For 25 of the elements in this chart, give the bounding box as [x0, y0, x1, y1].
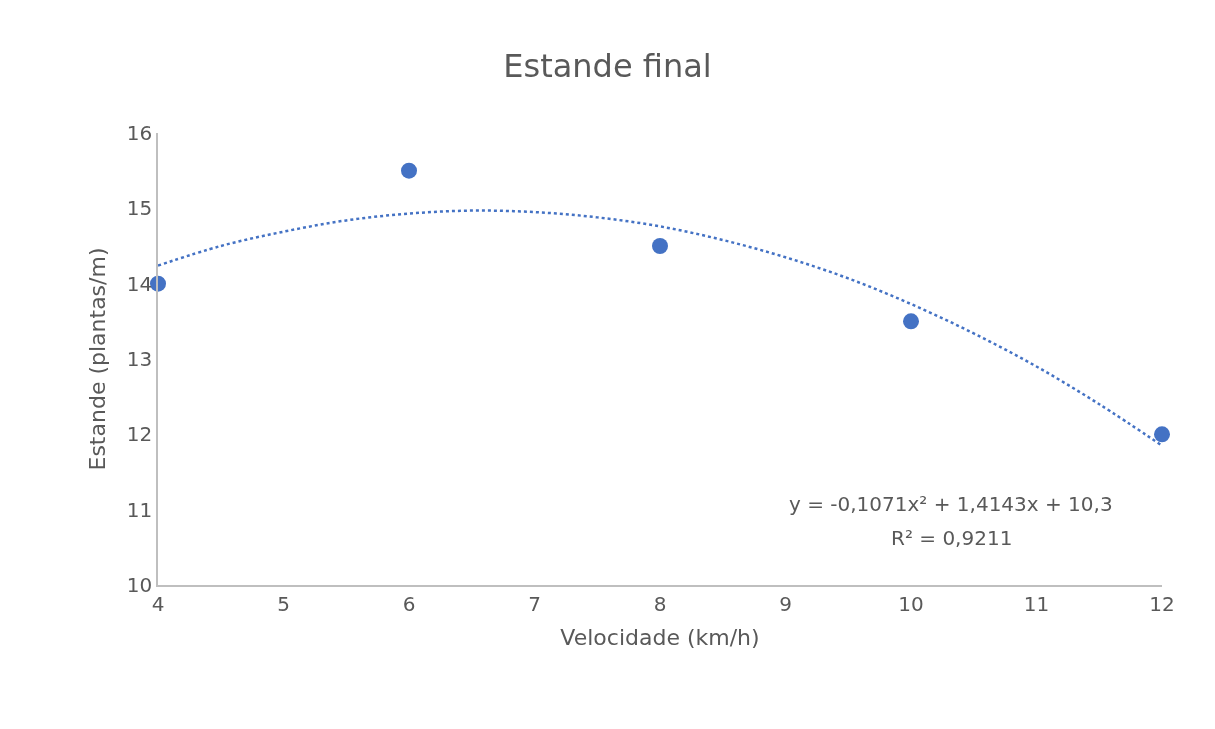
x-tick-label: 11: [1023, 591, 1050, 616]
x-axis-title: Velocidade (km/h): [560, 625, 760, 651]
x-tick-label: 12: [1149, 591, 1175, 616]
annotation: R² = 0,9211: [891, 526, 1013, 550]
x-tick-label: 9: [779, 591, 792, 616]
y-tick-label: 10: [126, 573, 153, 597]
y-tick-label: 14: [126, 271, 153, 296]
y-tick-label: 11: [126, 497, 153, 522]
annotation: y = -0,1071x² + 1,4143x + 10,3: [789, 492, 1113, 516]
x-tick-label: 5: [277, 591, 290, 616]
y-tick-label: 15: [126, 196, 153, 221]
chart-title: Estande final: [503, 46, 712, 85]
point: [1154, 426, 1170, 443]
x-tick-label: 6: [402, 591, 416, 616]
point: [401, 162, 417, 179]
point: [903, 313, 919, 330]
x-tick-label: 7: [528, 591, 541, 616]
x-tick-label: 10: [898, 591, 924, 616]
x-tick-label: 8: [653, 591, 667, 616]
y-axis-title: Estande (plantas/m): [85, 247, 111, 471]
y-tick-label: 16: [126, 121, 153, 145]
y-tick-label: 12: [126, 422, 153, 447]
x-tick-label: 4: [151, 591, 165, 616]
point: [652, 238, 668, 254]
y-tick-label: 13: [126, 347, 153, 371]
